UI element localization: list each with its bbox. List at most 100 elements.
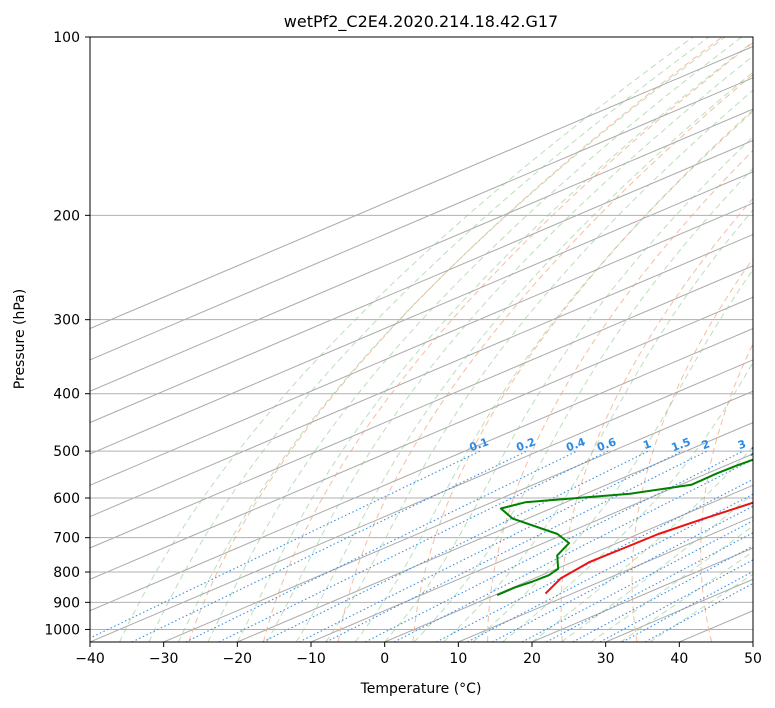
isotherm-line bbox=[90, 265, 753, 549]
dewpoint-line bbox=[496, 458, 753, 597]
mixing-ratio-line bbox=[644, 582, 753, 642]
y-tick-label: 400 bbox=[53, 387, 80, 403]
isotherm-label: -10 bbox=[746, 437, 769, 460]
y-tick-label: 100 bbox=[53, 30, 80, 46]
x-tick-label: −30 bbox=[149, 651, 179, 667]
isobars bbox=[90, 37, 753, 630]
mixing-ratio-line bbox=[90, 450, 481, 639]
mixing-ratio-line bbox=[298, 450, 683, 642]
dry-adiabat-line bbox=[560, 197, 753, 642]
moist-adiabat-line bbox=[561, 493, 753, 642]
x-tick-label: 50 bbox=[744, 651, 762, 667]
mixing-ratio-line bbox=[131, 450, 528, 642]
x-tick-label: 20 bbox=[523, 651, 541, 667]
y-tick-label: 300 bbox=[53, 313, 80, 329]
mixing-ratio-label: 1 bbox=[641, 437, 653, 452]
isotherm-line bbox=[90, 77, 753, 361]
mixing-ratio-label: 0.1 bbox=[468, 435, 491, 454]
isotherm-line bbox=[752, 641, 753, 642]
mixing-ratio-label: 0.2 bbox=[514, 435, 537, 454]
dry-adiabat-line bbox=[487, 149, 753, 642]
x-tick-label: 40 bbox=[670, 651, 688, 667]
profile-series bbox=[496, 458, 753, 597]
y-tick-label: 600 bbox=[53, 491, 80, 507]
moist-adiabat-line bbox=[443, 209, 753, 642]
moist-adiabat-line bbox=[354, 110, 753, 642]
mixing-ratio-labels: 0.10.20.40.611.52346810131620253036 bbox=[468, 435, 775, 454]
moist-adiabat-line bbox=[266, 55, 753, 642]
mixing-ratio-line bbox=[393, 458, 753, 642]
mixing-ratio-label: 3 bbox=[736, 437, 748, 452]
isotherm-line bbox=[90, 233, 753, 518]
mixing-ratio-line bbox=[185, 450, 578, 642]
mixing-ratio-line bbox=[622, 570, 753, 642]
isotherms bbox=[90, 45, 753, 642]
mixing-ratio-label: 0.6 bbox=[595, 435, 618, 454]
y-tick-label: 800 bbox=[53, 565, 80, 581]
y-tick-label: 500 bbox=[53, 444, 80, 460]
moist-adiabat-line bbox=[620, 551, 753, 642]
dry-adiabat-line bbox=[631, 257, 753, 642]
x-tick-label: −40 bbox=[75, 651, 105, 667]
mixing-ratio-label: 2 bbox=[700, 437, 712, 452]
mixing-ratio-line bbox=[262, 450, 649, 642]
moist-adiabat-line bbox=[472, 268, 753, 642]
x-axis: −40 −30 −20 −10 0 10 20 30 40 50 bbox=[75, 642, 762, 667]
mixing-ratio-lines bbox=[90, 450, 753, 642]
dry-adiabat-line bbox=[412, 109, 753, 642]
isotherm-line bbox=[163, 390, 753, 642]
isotherm-line bbox=[90, 202, 753, 486]
isotherm-line bbox=[90, 327, 753, 612]
x-axis-label: Temperature (°C) bbox=[360, 681, 482, 697]
plot-area: -100-90-80-70-60-50-40-30-20-10010203040… bbox=[90, 37, 775, 642]
x-tick-label: −10 bbox=[296, 651, 326, 667]
isotherm-line bbox=[458, 516, 753, 642]
mixing-ratio-label: 0.4 bbox=[564, 435, 587, 454]
isotherm-line bbox=[90, 171, 753, 455]
dry-adiabat-line bbox=[700, 342, 753, 642]
moist-adiabat-line bbox=[236, 41, 753, 642]
isotherm-line bbox=[384, 484, 753, 642]
y-tick-label: 1000 bbox=[44, 622, 80, 638]
isotherm-line bbox=[605, 578, 753, 642]
moist-adiabat-line bbox=[295, 71, 753, 642]
isotherm-line bbox=[90, 139, 753, 424]
moist-adiabat-line bbox=[207, 37, 743, 642]
dry-adiabat-line bbox=[767, 37, 775, 642]
moist-adiabat-line bbox=[384, 136, 753, 642]
x-tick-label: 0 bbox=[380, 651, 389, 667]
temperature-line bbox=[544, 501, 753, 595]
x-tick-label: −20 bbox=[223, 651, 253, 667]
y-tick-label: 900 bbox=[53, 595, 80, 611]
chart-title: wetPf2_C2E4.2020.214.18.42.G17 bbox=[284, 12, 558, 32]
mixing-ratio-line bbox=[218, 450, 609, 642]
moist-adiabats bbox=[119, 37, 753, 642]
dry-adiabat-line bbox=[263, 41, 753, 642]
y-tick-label: 200 bbox=[53, 208, 80, 224]
y-axis: 100 200 300 400 500 600 700 800 900 1000 bbox=[44, 30, 90, 638]
mixing-ratio-line bbox=[492, 505, 753, 642]
isotherm-line bbox=[237, 422, 753, 642]
y-axis-label: Pressure (hPa) bbox=[12, 289, 28, 389]
dry-adiabat-line bbox=[188, 37, 723, 642]
moist-adiabat-line bbox=[649, 573, 753, 642]
isotherm-label: -20 bbox=[760, 399, 775, 422]
isotherm-line bbox=[90, 45, 753, 330]
plot-frame bbox=[89, 36, 754, 643]
y-tick-label: 700 bbox=[53, 531, 80, 547]
isotherm-line bbox=[90, 296, 753, 580]
x-tick-label: 30 bbox=[597, 651, 615, 667]
isotherm-line bbox=[310, 453, 753, 642]
dry-adiabat-line bbox=[337, 73, 753, 642]
mixing-ratio-line bbox=[365, 450, 744, 642]
moist-adiabat-line bbox=[148, 37, 710, 642]
x-tick-label: 10 bbox=[449, 651, 467, 667]
moist-adiabat-line bbox=[502, 361, 753, 642]
mixing-ratio-label: 1.5 bbox=[670, 435, 693, 454]
isotherm-line bbox=[90, 359, 753, 642]
moist-adiabat-line bbox=[119, 37, 694, 642]
mixing-ratio-label: 4 bbox=[763, 437, 775, 452]
mixing-ratio-line bbox=[599, 559, 753, 642]
